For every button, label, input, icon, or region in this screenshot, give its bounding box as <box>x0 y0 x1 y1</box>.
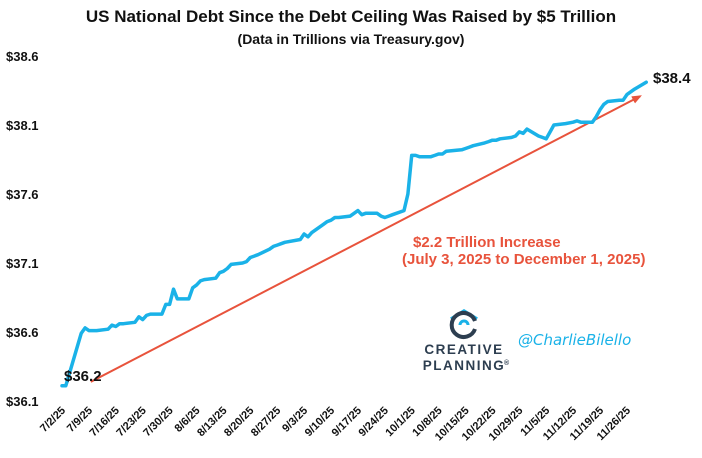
x-axis: 7/2/257/9/257/16/257/23/257/30/258/6/258… <box>38 405 633 444</box>
y-tick-label: $37.1 <box>6 256 39 271</box>
twitter-handle: @CharlieBilello <box>518 331 631 349</box>
y-tick-label: $36.1 <box>6 394 39 409</box>
y-tick-label: $38.6 <box>6 49 39 64</box>
y-tick-label: $38.1 <box>6 118 39 133</box>
trademark-symbol: ® <box>504 359 510 367</box>
annotation-line-2: (July 3, 2025 to December 1, 2025) <box>402 251 645 268</box>
x-tick-label: 8/27/25 <box>249 405 283 439</box>
x-tick-label: 7/2/25 <box>38 405 68 435</box>
y-axis: $36.1 $36.6 $37.1 $37.6 $38.1 $38.6 <box>6 49 39 409</box>
brand-name-line-1: CREATIVE <box>424 342 503 357</box>
start-value-label: $36.2 <box>64 368 102 385</box>
annotation-line-1: $2.2 Trillion Increase <box>413 234 561 251</box>
debt-series-line <box>60 80 648 388</box>
y-tick-label: $37.6 <box>6 187 39 202</box>
brand-name-line-2: PLANNING <box>423 358 506 373</box>
creative-planning-logo-icon <box>449 309 478 339</box>
chart-title: US National Debt Since the Debt Ceiling … <box>86 7 616 26</box>
y-tick-label: $36.6 <box>6 325 39 340</box>
chart-subtitle: (Data in Trillions via Treasury.gov) <box>238 31 465 47</box>
x-tick-label: 7/30/25 <box>141 405 175 439</box>
trend-arrow <box>90 95 642 383</box>
end-value-label: $38.4 <box>653 70 691 87</box>
